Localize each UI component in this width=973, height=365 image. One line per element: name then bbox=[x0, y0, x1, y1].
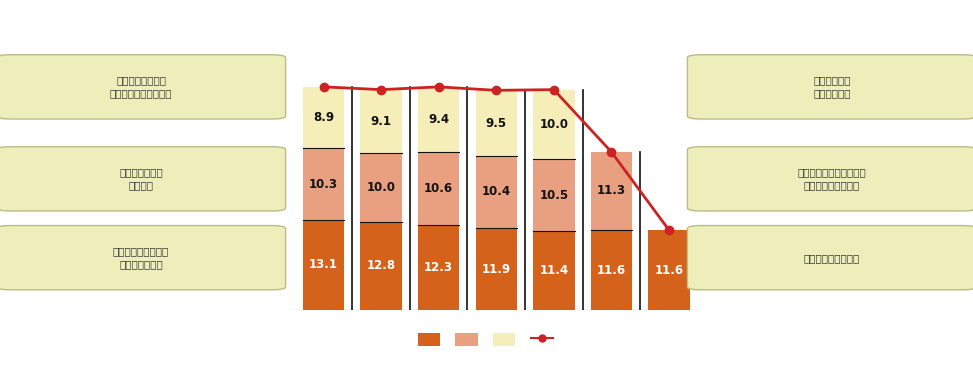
Bar bbox=[476, 156, 517, 228]
Text: 12.3: 12.3 bbox=[424, 261, 453, 274]
Text: 10.6: 10.6 bbox=[424, 182, 453, 195]
Bar bbox=[418, 152, 459, 225]
Text: 10.4: 10.4 bbox=[482, 185, 511, 199]
Bar bbox=[360, 153, 402, 222]
Bar bbox=[476, 228, 517, 310]
Text: ノルマや責任が
重すぎた: ノルマや責任が 重すぎた bbox=[120, 167, 162, 191]
Bar bbox=[533, 159, 574, 231]
Text: 12.8: 12.8 bbox=[367, 260, 396, 273]
Text: 賌金がよくなかった: 賌金がよくなかった bbox=[804, 253, 860, 263]
Text: 11.6: 11.6 bbox=[596, 264, 626, 277]
Bar bbox=[303, 220, 344, 310]
Bar bbox=[303, 149, 344, 220]
Bar bbox=[648, 230, 690, 310]
Text: 13.1: 13.1 bbox=[309, 258, 338, 272]
Text: 11.4: 11.4 bbox=[539, 264, 568, 277]
Text: 労働時間、休日、休暇の
条件がよくなかった: 労働時間、休日、休暇の 条件がよくなかった bbox=[798, 167, 866, 191]
Text: 10.0: 10.0 bbox=[539, 118, 568, 131]
Bar bbox=[533, 231, 574, 310]
Text: 9.4: 9.4 bbox=[428, 113, 450, 126]
Text: 勤務先の会社等に
将来性がないと考えた: 勤務先の会社等に 将来性がないと考えた bbox=[110, 75, 172, 99]
Text: 11.3: 11.3 bbox=[596, 184, 626, 197]
Legend: , , , : , , , bbox=[414, 328, 559, 351]
Bar bbox=[360, 90, 402, 153]
FancyBboxPatch shape bbox=[0, 147, 286, 211]
Bar bbox=[360, 222, 402, 310]
Text: 10.0: 10.0 bbox=[367, 181, 396, 194]
Bar bbox=[591, 152, 632, 230]
FancyBboxPatch shape bbox=[687, 55, 973, 119]
FancyBboxPatch shape bbox=[0, 55, 286, 119]
Bar bbox=[418, 87, 459, 152]
Text: 11.9: 11.9 bbox=[482, 262, 511, 276]
Text: 11.6: 11.6 bbox=[654, 264, 683, 277]
Text: 10.3: 10.3 bbox=[309, 177, 338, 191]
Bar bbox=[303, 87, 344, 149]
Bar bbox=[533, 90, 574, 159]
Text: 9.5: 9.5 bbox=[486, 117, 507, 130]
Bar bbox=[476, 90, 517, 156]
Text: 自分の技能・能力が
活かせなかった: 自分の技能・能力が 活かせなかった bbox=[113, 246, 169, 269]
Text: 9.1: 9.1 bbox=[371, 115, 391, 128]
Text: 8.9: 8.9 bbox=[313, 111, 334, 124]
Bar bbox=[591, 230, 632, 310]
Text: 10.5: 10.5 bbox=[539, 189, 568, 201]
FancyBboxPatch shape bbox=[687, 226, 973, 290]
FancyBboxPatch shape bbox=[0, 226, 286, 290]
Text: 仕事が自分に
合わなかった: 仕事が自分に 合わなかった bbox=[813, 75, 850, 99]
Bar bbox=[418, 225, 459, 310]
FancyBboxPatch shape bbox=[687, 147, 973, 211]
